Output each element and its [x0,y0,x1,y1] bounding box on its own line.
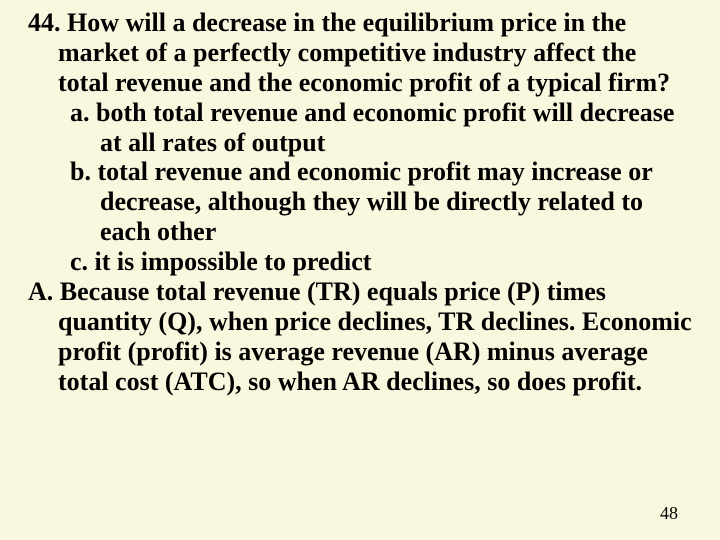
page-number: 48 [660,503,678,524]
option-b: b. total revenue and economic profit may… [28,157,692,247]
slide-container: 44. How will a decrease in the equilibri… [0,0,720,540]
answer-text: A. Because total revenue (TR) equals pri… [28,277,692,397]
option-c: c. it is impossible to predict [28,247,692,277]
question-text: 44. How will a decrease in the equilibri… [28,8,692,98]
option-a: a. both total revenue and economic profi… [28,98,692,158]
